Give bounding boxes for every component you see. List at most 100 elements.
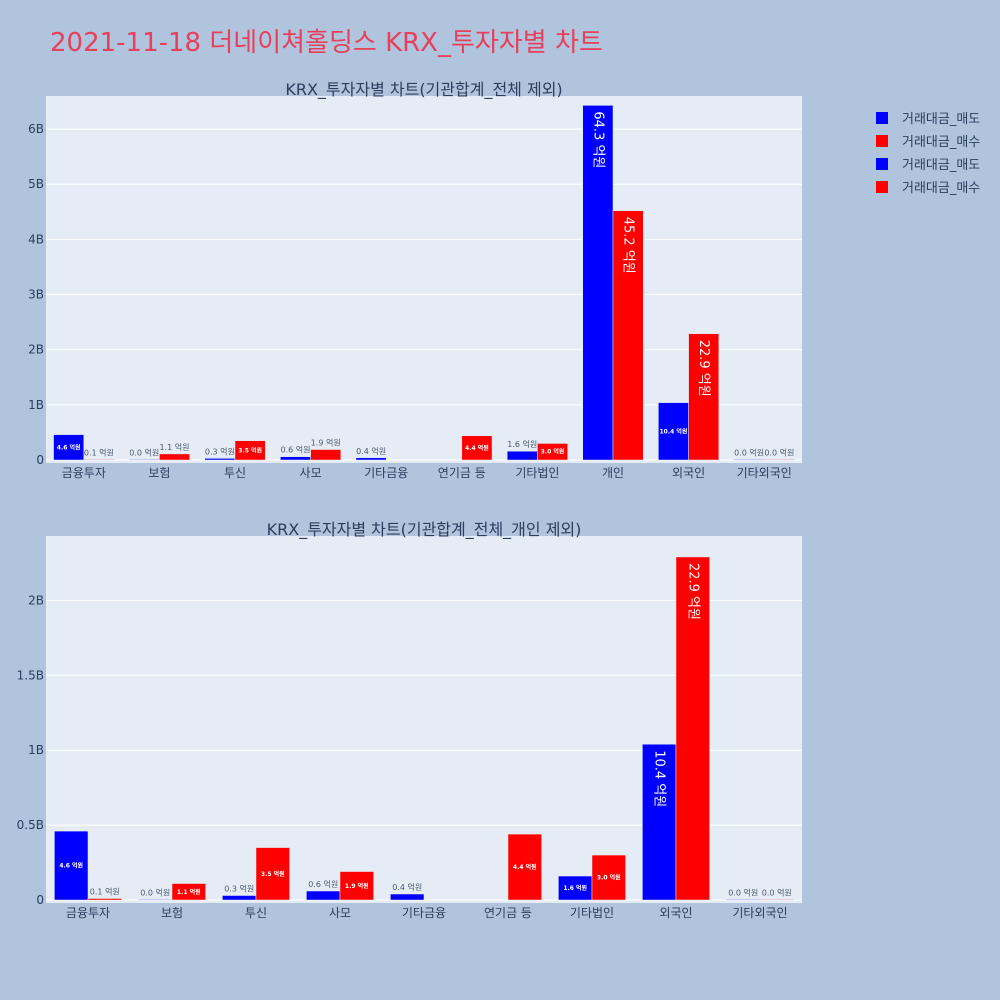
bar [83,459,115,461]
x-tick-label: 기타외국인 [737,466,792,480]
legend-item[interactable]: 거래대금_매수 [876,129,980,152]
bar [159,453,190,461]
x-tick-label: 기타금융 [364,466,408,480]
bar [255,847,290,901]
bar [658,402,689,461]
y-tick-label: 2B [28,593,44,607]
bar [733,459,765,461]
chart-2: 0 0.5B 1B 1.5B 2B KRX_투자자별 차트(기관합계_전체_개인 제외) 금… [17,520,802,920]
y-tick-label: 5B [28,177,44,191]
bar [339,871,374,901]
bar-label: 0.0 억원 [129,447,159,457]
bar [537,443,568,461]
bar-label: 0.3 억원 [205,446,235,456]
bar-label: 3.0 억원 [597,874,621,882]
bar-label: 0.3 억원 [224,884,254,894]
y-tick-label: 2B [28,343,44,357]
legend-item[interactable]: 거래대금_매도 [876,106,980,129]
bar [306,890,341,901]
bar-label: 0.4 억원 [356,446,386,456]
y-tick-label: 1.5B [17,668,44,682]
bar-label: 0.4 억원 [392,882,422,892]
legend[interactable]: 거래대금_매도 거래대금_매수 거래대금_매도 거래대금_매수 [876,106,980,198]
bar-label: 4.6 억원 [57,443,81,451]
bar-label: 3.5 억원 [261,870,285,878]
bar [310,449,342,461]
bar [506,450,538,461]
bar-label: 1.1 억원 [177,888,201,896]
x-tick-label: 연기금 등 [484,906,532,920]
bar-label: 0.0 억원 [764,447,794,457]
chart-1: 0 1B 2B 3B 4B 5B 6B KRX_투자자별 차트(기관합계_전체 제외) 금융투자… [28,80,802,480]
bar-label: 22.9 억원 [685,563,700,620]
bar [355,457,387,461]
y-tick-label: 0.5B [17,818,44,832]
bar [642,743,677,901]
bar [582,105,614,461]
bar-label: 0.1 억원 [90,887,120,897]
y-tick-label: 1B [28,398,44,412]
bar-label: 0.0 억원 [762,887,792,897]
bar [128,459,160,461]
legend-swatch [876,180,888,193]
x-tick-label: 보험 [161,906,183,920]
bar [612,210,644,461]
x-tick-label: 기타법인 [515,466,559,480]
legend-swatch [876,157,888,170]
bar-label: 0.0 억원 [728,887,758,897]
bar [87,898,122,901]
bar-label: 4.4 억원 [465,444,489,452]
chart-title: KRX_투자자별 차트(기관합계_전체 제외) [285,80,562,100]
bar [234,440,266,461]
x-tick-label: 사모 [300,466,322,480]
x-tick-label: 개인 [602,466,624,480]
bar-label: 22.9 억원 [696,340,711,397]
y-tick-label: 0 [36,893,44,907]
bar [726,899,761,901]
y-tick-label: 1B [28,743,44,757]
x-tick-label: 금융투자 [62,466,106,480]
bar-label: 3.5 억원 [238,446,262,454]
bar-label: 1.6 억원 [563,884,587,892]
legend-item[interactable]: 거래대금_매도 [876,152,980,175]
x-tick-label: 투신 [245,906,267,920]
y-tick-label: 0 [36,453,44,467]
bar-label: 4.6 억원 [59,862,83,870]
bar-label: 64.3 억원 [590,111,605,168]
bar-label: 45.2 억원 [621,217,636,274]
x-tick-label: 기타외국인 [732,906,787,920]
bar [280,456,311,461]
y-tick-label: 4B [28,232,44,246]
bar-label: 0.1 억원 [84,447,114,457]
bar-label: 1.9 억원 [345,882,369,890]
bar-label: 1.9 억원 [311,438,341,448]
legend-label: 거래대금_매도 [902,112,981,127]
bar [204,458,236,461]
chart-title: KRX_투자자별 차트(기관합계_전체_개인 제외) [267,520,582,540]
legend-label: 거래대금_매수 [902,181,981,196]
x-tick-label: 외국인 [672,466,705,480]
bar [222,895,257,901]
bar [54,830,89,901]
bar-label: 1.1 억원 [160,442,190,452]
legend-label: 거래대금_매도 [902,158,981,173]
bar [591,854,626,901]
x-tick-label: 사모 [329,906,351,920]
bar [688,333,720,461]
bar [171,883,206,901]
bar-label: 0.6 억원 [280,445,310,455]
bar-label: 1.6 억원 [507,439,537,449]
x-tick-label: 투신 [224,466,246,480]
legend-item[interactable]: 거래대금_매수 [876,175,980,198]
plot-area [46,96,802,463]
bar [390,893,425,901]
bar [759,899,794,901]
bar-label: 10.4 억원 [652,750,667,807]
page-title: 2021-11-18 더네이쳐홀딩스 KRX_투자자별 차트 [50,28,603,58]
bar-label: 0.0 억원 [734,447,764,457]
bar [675,556,710,901]
bar [763,459,795,461]
x-tick-label: 기타금융 [402,906,446,920]
bar-label: 4.4 억원 [513,863,537,871]
